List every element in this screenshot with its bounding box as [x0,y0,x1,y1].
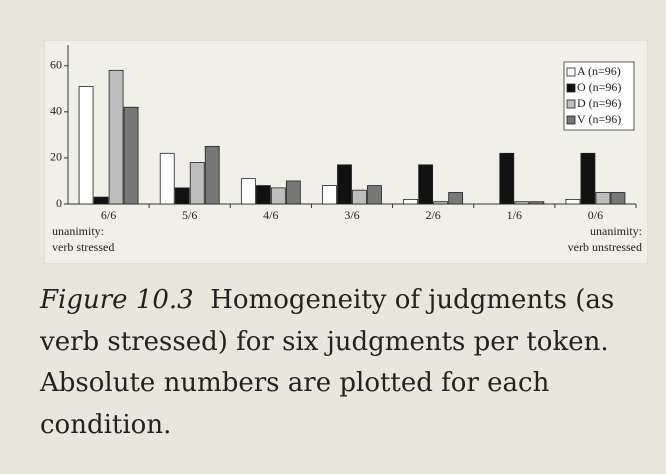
chart: 0 20 40 60 6/6 unanimity: verb stressed 5/6 4/6 3… [44,40,648,264]
bar [433,201,449,205]
x-tick-label: 5/6 [182,208,197,222]
bar [529,201,545,205]
bar [93,196,109,205]
bar [565,198,581,205]
bar [255,185,271,205]
category-note: unanimity: [590,224,642,238]
bar [337,164,352,205]
y-tick-label: 40 [50,104,62,118]
bar [189,162,205,205]
bar [270,187,286,205]
caption: Figure 10.3 Homogeneity of judgments (as… [40,280,660,446]
x-tick-label: 1/6 [507,208,522,222]
x-tick-label: 0/6 [588,208,603,222]
y-tick-label: 60 [50,57,62,71]
bar [580,152,596,205]
caption-label: Figure 10.3 [40,285,194,315]
x-tick-label: 4/6 [263,208,278,222]
y-tick-label: 20 [50,150,62,164]
legend-box [563,61,635,131]
legend-swatch [566,99,576,109]
bar [448,192,464,205]
bar [595,192,611,205]
bar [159,152,175,205]
x-tick-label: 2/6 [425,208,440,222]
legend-swatch [566,67,576,77]
legend-label: V (n=96) [577,112,621,126]
bar [352,189,367,205]
legend-label: A (n=96) [577,64,621,78]
category-note: unanimity: [52,224,104,238]
bar [403,198,419,205]
x-tick-label: 6/6 [101,208,116,222]
bar [204,145,220,205]
category-note: verb stressed [52,240,114,254]
legend-swatch [566,115,576,125]
legend-swatch [566,83,576,93]
bar [367,185,382,205]
bar [322,185,337,205]
x-tick-label: 3/6 [344,208,359,222]
bar [610,192,626,205]
bar [174,187,190,205]
chart-background [44,40,648,264]
y-tick-label: 0 [56,196,62,210]
bar [514,201,530,205]
legend-label: D (n=96) [577,96,621,110]
bar [499,152,515,205]
category-note: verb unstressed [568,240,642,254]
bar [78,86,94,205]
bar [418,164,434,205]
bar [285,180,301,205]
legend-label: O (n=96) [577,80,621,94]
caption-text: Homogeneity of judgments (as verb stress… [40,285,615,440]
bar [108,69,124,205]
bar [240,178,256,205]
bar [123,106,139,205]
